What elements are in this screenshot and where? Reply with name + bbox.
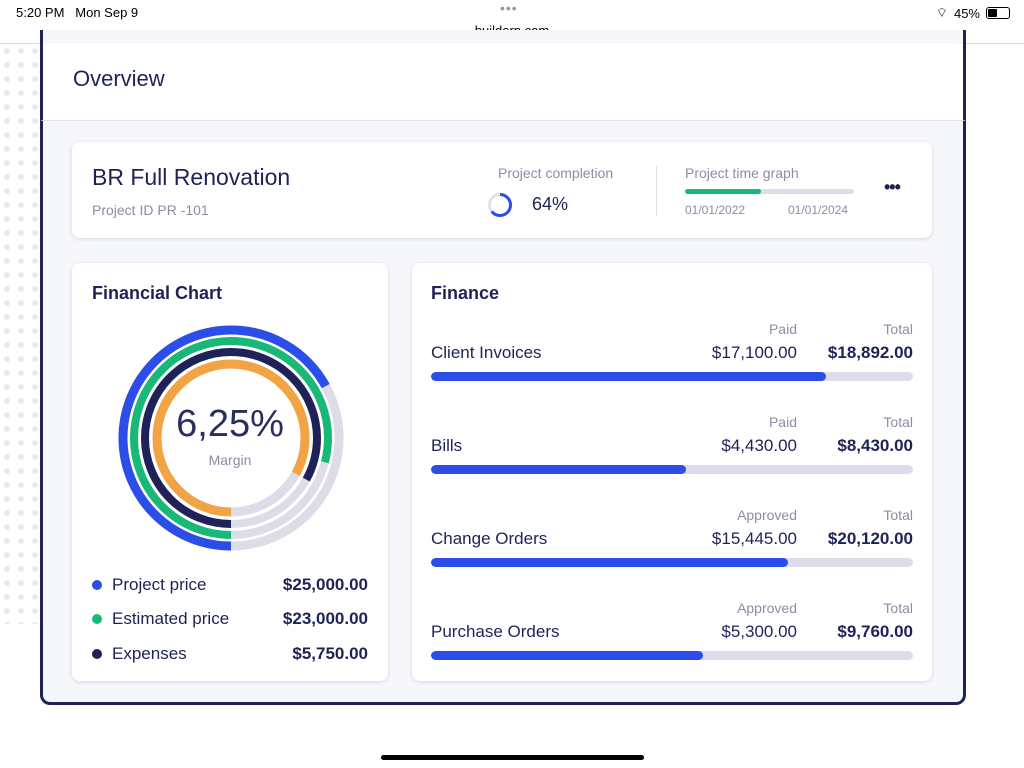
row-value-1: $5,300.00 bbox=[721, 622, 797, 641]
legend-estimated-price: Estimated price $23,000.00 bbox=[92, 609, 368, 629]
more-options-button[interactable]: ••• bbox=[884, 177, 901, 197]
ring-margin bbox=[152, 359, 310, 517]
row-name: Change Orders bbox=[431, 529, 548, 548]
divider bbox=[656, 166, 657, 216]
ring-project-price bbox=[118, 325, 344, 551]
financial-chart-title: Financial Chart bbox=[92, 283, 223, 303]
project-card: BR Full Renovation Project ID PR -101 Pr… bbox=[72, 142, 932, 238]
completion-value: 64% bbox=[532, 194, 569, 214]
row-label-1: Approved bbox=[737, 600, 797, 616]
row-value-2: $9,760.00 bbox=[837, 622, 913, 641]
battery-icon bbox=[986, 7, 1010, 19]
row-value-2: $18,892.00 bbox=[827, 343, 913, 362]
row-progress-bar bbox=[431, 465, 913, 474]
row-label-2: Total bbox=[883, 507, 913, 523]
row-value-2: $20,120.00 bbox=[827, 529, 913, 548]
background-pattern bbox=[0, 44, 40, 624]
page-header: Overview bbox=[40, 44, 966, 121]
row-label-1: Paid bbox=[768, 321, 797, 337]
row-name: Client Invoices bbox=[431, 343, 542, 362]
ring-estimated-price bbox=[130, 337, 332, 539]
start-date: 01/01/2022 bbox=[685, 203, 746, 217]
finance-row[interactable]: Change Orders Approved $15,445.00 Total … bbox=[431, 504, 913, 584]
margin-label: Margin bbox=[208, 452, 252, 468]
time-graph-bar bbox=[685, 189, 854, 194]
page-title: Overview bbox=[73, 66, 165, 91]
end-date: 01/01/2024 bbox=[788, 203, 849, 217]
row-label-2: Total bbox=[883, 321, 913, 337]
row-value-1: $4,430.00 bbox=[721, 436, 797, 455]
finance-card: Finance Client Invoices Paid $17,100.00 … bbox=[412, 263, 932, 681]
financial-chart-card: Financial Chart 6,25% Margin Project pri… bbox=[72, 263, 388, 681]
legend-expenses: Expenses $5,750.00 bbox=[92, 644, 368, 664]
row-value-2: $8,430.00 bbox=[837, 436, 913, 455]
finance-row[interactable]: Purchase Orders Approved $5,300.00 Total… bbox=[431, 597, 913, 677]
row-label-1: Paid bbox=[768, 414, 797, 430]
project-id: Project ID PR -101 bbox=[92, 202, 209, 218]
row-label-2: Total bbox=[883, 414, 913, 430]
row-value-1: $17,100.00 bbox=[711, 343, 797, 362]
finance-row[interactable]: Bills Paid $4,430.00 Total $8,430.00 bbox=[431, 411, 913, 491]
row-progress-bar bbox=[431, 372, 913, 381]
home-indicator[interactable] bbox=[381, 755, 644, 760]
row-progress-bar bbox=[431, 651, 913, 660]
margin-value: 6,25% bbox=[176, 403, 284, 445]
battery-percent: 45% bbox=[953, 5, 980, 21]
finance-title: Finance bbox=[431, 283, 500, 303]
row-name: Purchase Orders bbox=[431, 622, 560, 641]
completion-label: Project completion bbox=[498, 165, 614, 181]
legend-project-price: Project price $25,000.00 bbox=[92, 575, 368, 595]
more-dots-icon[interactable]: ••• bbox=[500, 0, 518, 16]
wifi-icon: ⌔ bbox=[935, 5, 948, 20]
completion-ring bbox=[488, 193, 512, 217]
row-value-1: $15,445.00 bbox=[711, 529, 797, 548]
finance-row[interactable]: Client Invoices Paid $17,100.00 Total $1… bbox=[431, 318, 913, 398]
row-label-1: Approved bbox=[737, 507, 797, 523]
status-time: 5:20 PM Mon Sep 9 bbox=[16, 5, 139, 20]
margin-donut-chart bbox=[118, 325, 344, 551]
ring-expenses bbox=[141, 348, 321, 528]
row-name: Bills bbox=[431, 436, 463, 455]
project-name: BR Full Renovation bbox=[92, 164, 291, 190]
time-graph-label: Project time graph bbox=[685, 165, 799, 181]
row-label-2: Total bbox=[883, 600, 913, 616]
row-progress-bar bbox=[431, 558, 913, 567]
